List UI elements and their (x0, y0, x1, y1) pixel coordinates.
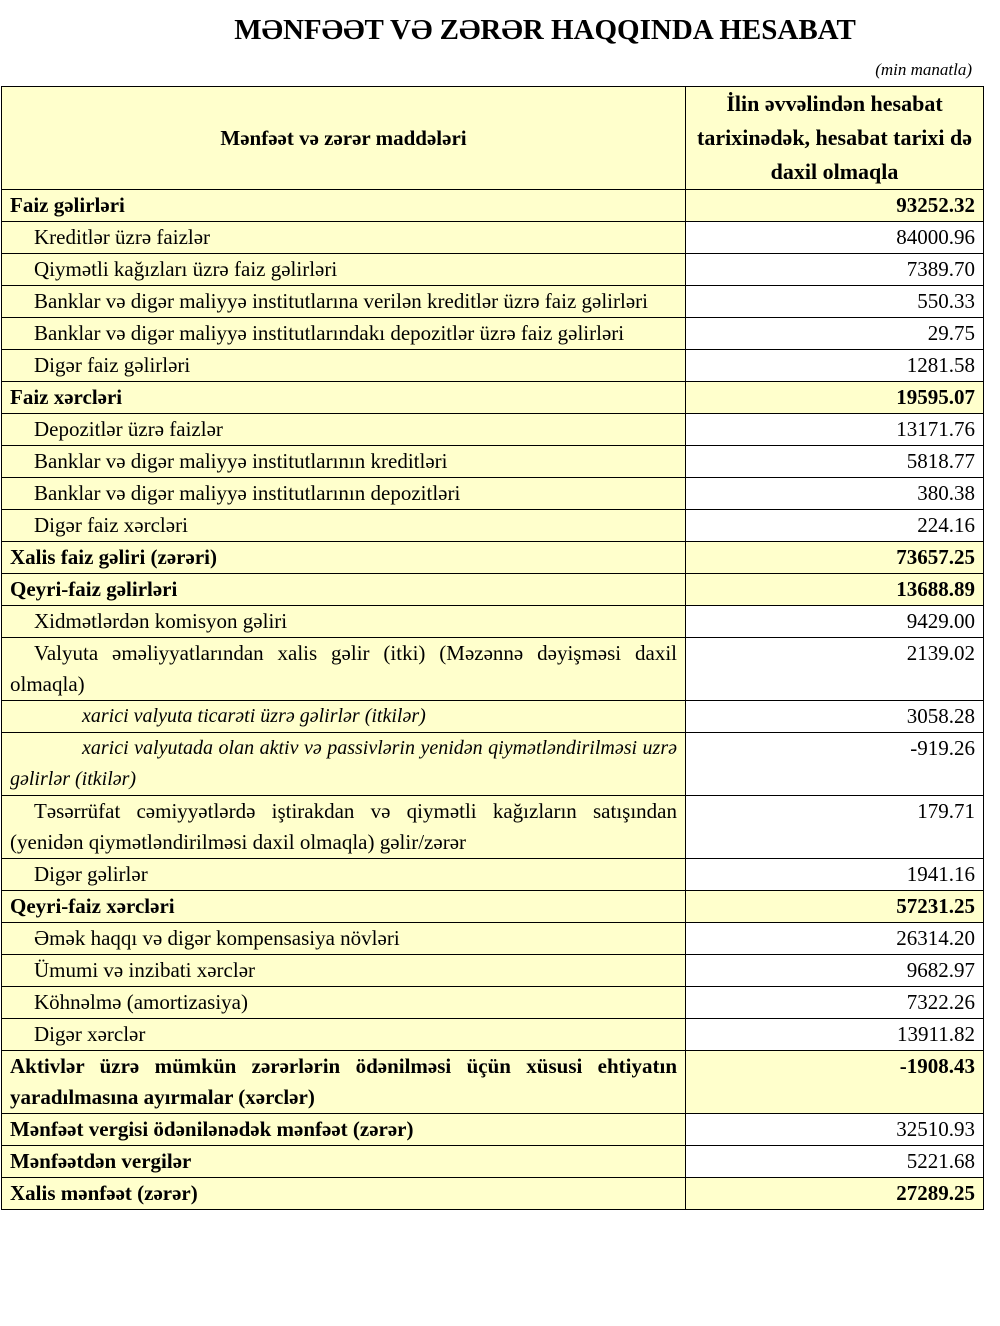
row-value: 13911.82 (685, 1018, 984, 1051)
table-row: Xalis mənfəət (zərər) 27289.25 (1, 1177, 984, 1210)
row-value: 73657.25 (685, 541, 984, 574)
row-value: 26314.20 (685, 922, 984, 955)
table-row: Digər gəlirlər 1941.16 (1, 858, 984, 891)
table-row: Qiymətli kağızları üzrə faiz gəlirləri 73… (1, 253, 984, 286)
row-label: Digər xərclər (1, 1018, 686, 1051)
row-value: 179.71 (685, 795, 984, 859)
row-label: Xalis mənfəət (zərər) (1, 1177, 686, 1210)
row-label: Aktivlər üzrə mümkün zərərlərin ödənilmə… (1, 1050, 686, 1114)
row-label: Qeyri-faiz xərcləri (1, 890, 686, 923)
row-value: 2139.02 (685, 637, 984, 701)
table-row: Banklar və digər maliyyə institutlarında… (1, 317, 984, 350)
table-row: Xidmətlərdən komisyon gəliri 9429.00 (1, 605, 984, 638)
row-label: Banklar və digər maliyyə institutlarının… (1, 445, 686, 478)
row-label: Xidmətlərdən komisyon gəliri (1, 605, 686, 638)
row-label: Digər gəlirlər (1, 858, 686, 891)
row-label: Xalis faiz gəliri (zərəri) (1, 541, 686, 574)
row-value: 27289.25 (685, 1177, 984, 1210)
row-label: xarici valyutada olan aktiv və passivlər… (1, 732, 686, 796)
row-label: Mənfəətdən vergilər (1, 1145, 686, 1178)
table-row: xarici valyutada olan aktiv və passivlər… (1, 732, 984, 796)
row-label: Köhnəlmə (amortizasiya) (1, 986, 686, 1019)
table-row: Valyuta əməliyyatlarından xalis gəlir (i… (1, 637, 984, 701)
row-value: 84000.96 (685, 221, 984, 254)
row-label: Təsərrüfat cəmiyyətlərdə iştirakdan və q… (1, 795, 686, 859)
row-value: 1281.58 (685, 349, 984, 382)
row-value: 29.75 (685, 317, 984, 350)
table-row: Xalis faiz gəliri (zərəri) 73657.25 (1, 541, 984, 574)
table-row: Banklar və digər maliyyə institutlarının… (1, 477, 984, 510)
row-value: 224.16 (685, 509, 984, 542)
table-row: Ümumi və inzibati xərclər 9682.97 (1, 954, 984, 987)
row-value: 9682.97 (685, 954, 984, 987)
row-value: 3058.28 (685, 700, 984, 733)
row-value: 19595.07 (685, 381, 984, 414)
column-header: İlin əvvəlindən hesabat tarixinədək, hes… (685, 86, 984, 190)
row-value: 5221.68 (685, 1145, 984, 1178)
row-label: Digər faiz gəlirləri (1, 349, 686, 382)
row-value: 57231.25 (685, 890, 984, 923)
row-value: 32510.93 (685, 1113, 984, 1146)
row-label: xarici valyuta ticarəti üzrə gəlirlər (i… (1, 700, 686, 733)
row-value: 13171.76 (685, 413, 984, 446)
row-value: 550.33 (685, 285, 984, 318)
row-label: Qeyri-faiz gəlirləri (1, 573, 686, 606)
table-row: Depozitlər üzrə faizlər 13171.76 (1, 413, 984, 446)
table-row: xarici valyuta ticarəti üzrə gəlirlər (i… (1, 700, 984, 733)
table-row: Aktivlər üzrə mümkün zərərlərin ödənilmə… (1, 1050, 984, 1114)
row-value: 9429.00 (685, 605, 984, 638)
table-row: Digər faiz xərcləri 224.16 (1, 509, 984, 542)
table-row: Faiz xərcləri 19595.07 (1, 381, 984, 414)
table-row: Digər faiz gəlirləri 1281.58 (1, 349, 984, 382)
row-label: Faiz gəlirləri (1, 189, 686, 222)
row-label: Qiymətli kağızları üzrə faiz gəlirləri (1, 253, 686, 286)
row-value: -1908.43 (685, 1050, 984, 1114)
row-label: Depozitlər üzrə faizlər (1, 413, 686, 446)
row-label: Banklar və digər maliyyə institutlarının… (1, 477, 686, 510)
row-value: -919.26 (685, 732, 984, 796)
table-row: Qeyri-faiz gəlirləri 13688.89 (1, 573, 984, 606)
row-value: 7322.26 (685, 986, 984, 1019)
table-row: Digər xərclər 13911.82 (1, 1018, 984, 1051)
row-value: 1941.16 (685, 858, 984, 891)
row-value: 93252.32 (685, 189, 984, 222)
row-value: 380.38 (685, 477, 984, 510)
row-label: Mənfəət vergisi ödənilənədək mənfəət (zə… (1, 1113, 686, 1146)
header-row: Mənfəət və zərər maddələri İlin əvvəlind… (1, 86, 984, 190)
row-label: Digər faiz xərcləri (1, 509, 686, 542)
row-label: Banklar və digər maliyyə institutlarında… (1, 317, 686, 350)
row-label: Ümumi və inzibati xərclər (1, 954, 686, 987)
statement-table: Mənfəət və zərər maddələri İlin əvvəlind… (1, 86, 984, 1210)
title: MƏNFƏƏT VƏ ZƏRƏR HAQQINDA HESABAT (234, 14, 856, 46)
column-header: Mənfəət və zərər maddələri (1, 86, 686, 190)
table-row: Mənfəətdən vergilər 5221.68 (1, 1145, 984, 1178)
table-row: Mənfəət vergisi ödənilənədək mənfəət (zə… (1, 1113, 984, 1146)
table-row: Banklar və digər maliyyə institutlarına … (1, 285, 984, 318)
table-row: Banklar və digər maliyyə institutlarının… (1, 445, 984, 478)
row-value: 7389.70 (685, 253, 984, 286)
row-label: Faiz xərcləri (1, 381, 686, 414)
table-row: Kreditlər üzrə faizlər 84000.96 (1, 221, 984, 254)
row-label: Banklar və digər maliyyə institutlarına … (1, 285, 686, 318)
table-row: Köhnəlmə (amortizasiya) 7322.26 (1, 986, 984, 1019)
row-value: 5818.77 (685, 445, 984, 478)
table-row: Qeyri-faiz xərcləri 57231.25 (1, 890, 984, 923)
table-row: Əmək haqqı və digər kompensasiya növləri… (1, 922, 984, 955)
table-row: Faiz gəlirləri 93252.32 (1, 189, 984, 222)
row-label: Valyuta əməliyyatlarından xalis gəlir (i… (1, 637, 686, 701)
unit-note: (min manatla) (875, 60, 972, 79)
row-label: Kreditlər üzrə faizlər (1, 221, 686, 254)
row-value: 13688.89 (685, 573, 984, 606)
row-label: Əmək haqqı və digər kompensasiya növləri (1, 922, 686, 955)
table-row: Təsərrüfat cəmiyyətlərdə iştirakdan və q… (1, 795, 984, 859)
